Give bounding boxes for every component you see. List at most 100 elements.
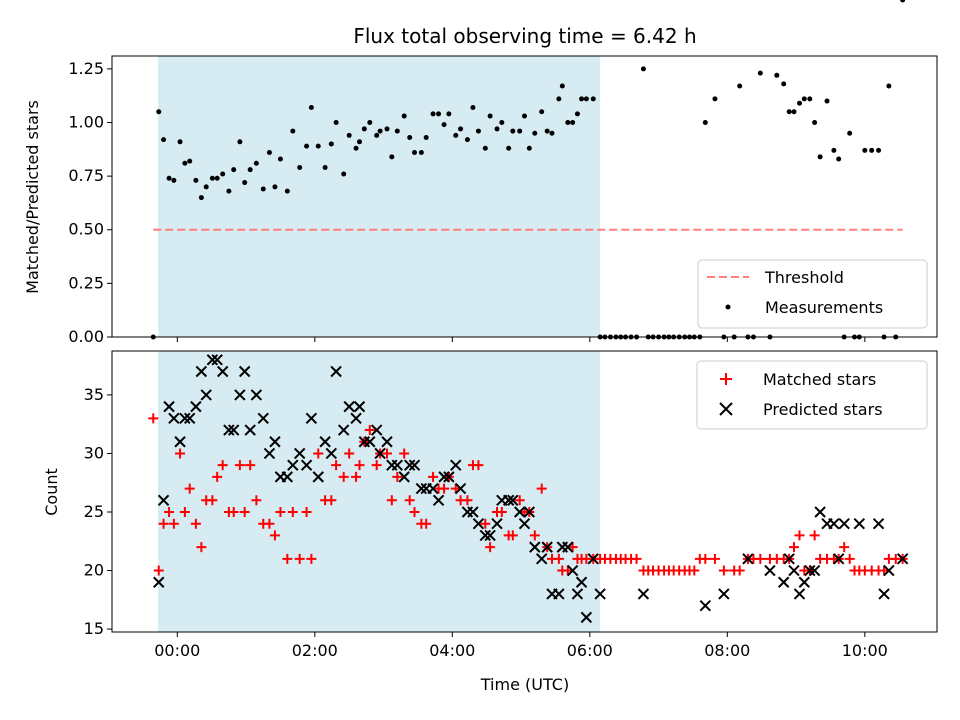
measurement-point [574,111,580,117]
legend-matched-swatch [720,373,732,385]
observing-interval-shade [158,56,601,337]
predicted-star-point [234,389,246,401]
matched-star-point [351,471,362,482]
measurement-point [290,128,296,134]
measurement-point [506,145,512,151]
measurement-point [869,147,875,153]
matched-star-point [409,506,420,517]
predicted-star-point [227,424,240,436]
predicted-star-point [287,459,299,471]
predicted-star-point [257,412,269,425]
measurement-point [193,177,199,183]
predicted-star-point [305,412,318,425]
matched-star-point [536,483,547,494]
matched-star-point [879,565,890,576]
measurement-point [812,119,818,125]
measurement-point [377,128,383,134]
matched-star-point [228,506,239,517]
predicted-star-point [427,482,439,495]
matched-star-point [514,495,525,506]
measurement-point [156,109,162,115]
predicted-star-point [541,541,553,553]
matched-star-point [158,518,169,529]
measurement-point [328,141,334,147]
measurement-point [430,111,436,117]
measurement-point [549,130,555,136]
predicted-star-point [350,412,362,425]
predicted-star-point [518,517,531,530]
matched-star-point [294,553,305,564]
predicted-star-point [269,436,281,448]
predicted-star-point [814,506,826,518]
measurement-point [464,137,470,143]
count-plot-frame [111,350,938,633]
matched-star-point [264,518,275,529]
measurement-point [475,128,481,134]
matched-star-point [179,506,190,517]
measurement-point [231,167,237,173]
measurement-point [712,96,718,102]
predicted-star-point [263,447,276,460]
x-tick-label: 10:00 [842,641,888,660]
measurement-point [284,188,290,194]
predicted-star-point [535,553,548,565]
measurement-point [702,119,708,125]
matched-star-point [789,542,799,553]
measurement-point [774,72,780,78]
y-tick-label: 0.25 [68,273,104,292]
measurement-point [510,128,516,134]
measurement-point [791,109,797,115]
predicted-star-point [502,494,515,506]
x-axis-label: Time (UTC) [480,675,569,694]
matched-star-point [794,530,805,541]
measurement-point [831,147,837,153]
measurement-point [570,119,576,125]
predicted-star-point [637,588,650,600]
predicted-star-point [484,529,496,542]
predicted-star-point [454,482,467,495]
matched-star-point [153,565,164,576]
measurement-point [482,145,488,151]
predicted-star-point [562,541,574,553]
measurement-point [315,143,321,149]
predicted-star-point [183,412,196,425]
ratio-x-ticks [176,337,866,342]
predicted-star-point [195,365,208,378]
predicted-star-point [878,588,890,600]
predicted-star-point [374,447,386,460]
matched-star-point [338,471,349,482]
matched-star-point [450,483,461,494]
matched-star-point [207,495,218,506]
y-tick-label: 1.25 [68,59,104,78]
measurement-point [171,177,177,183]
matched-star-point [421,518,432,529]
measurement-point [412,150,417,156]
predicted-star-point [491,517,503,530]
measurement-point [308,104,314,110]
predicted-star-point [467,506,479,518]
measurement-point [394,128,400,134]
measurement-point [322,165,328,171]
chart-title: Flux total observing time = 6.42 h [353,24,696,48]
measurement-point [824,98,830,104]
predicted-star-point [206,354,219,366]
matched-star-point [386,495,397,506]
predicted-star-point [381,436,393,448]
predicted-star-point [764,564,776,577]
y-tick-label: 25 [84,502,104,521]
matched-star-point [567,542,578,553]
predicted-star-point [575,576,588,588]
matched-star-point [631,553,642,564]
predicted-star-point [281,471,294,483]
matched-star-point [462,495,473,506]
measurement-point [401,113,407,119]
matched-star-point [275,506,286,517]
matched-star-point [700,553,711,564]
measurement-point [900,0,906,3]
measurement-point [166,175,172,181]
x-tick-label: 08:00 [704,641,750,660]
predicted-star-point [777,576,790,588]
predicted-star-point [244,424,256,436]
predicted-star-point [337,424,350,436]
matched-star-point [839,542,850,553]
